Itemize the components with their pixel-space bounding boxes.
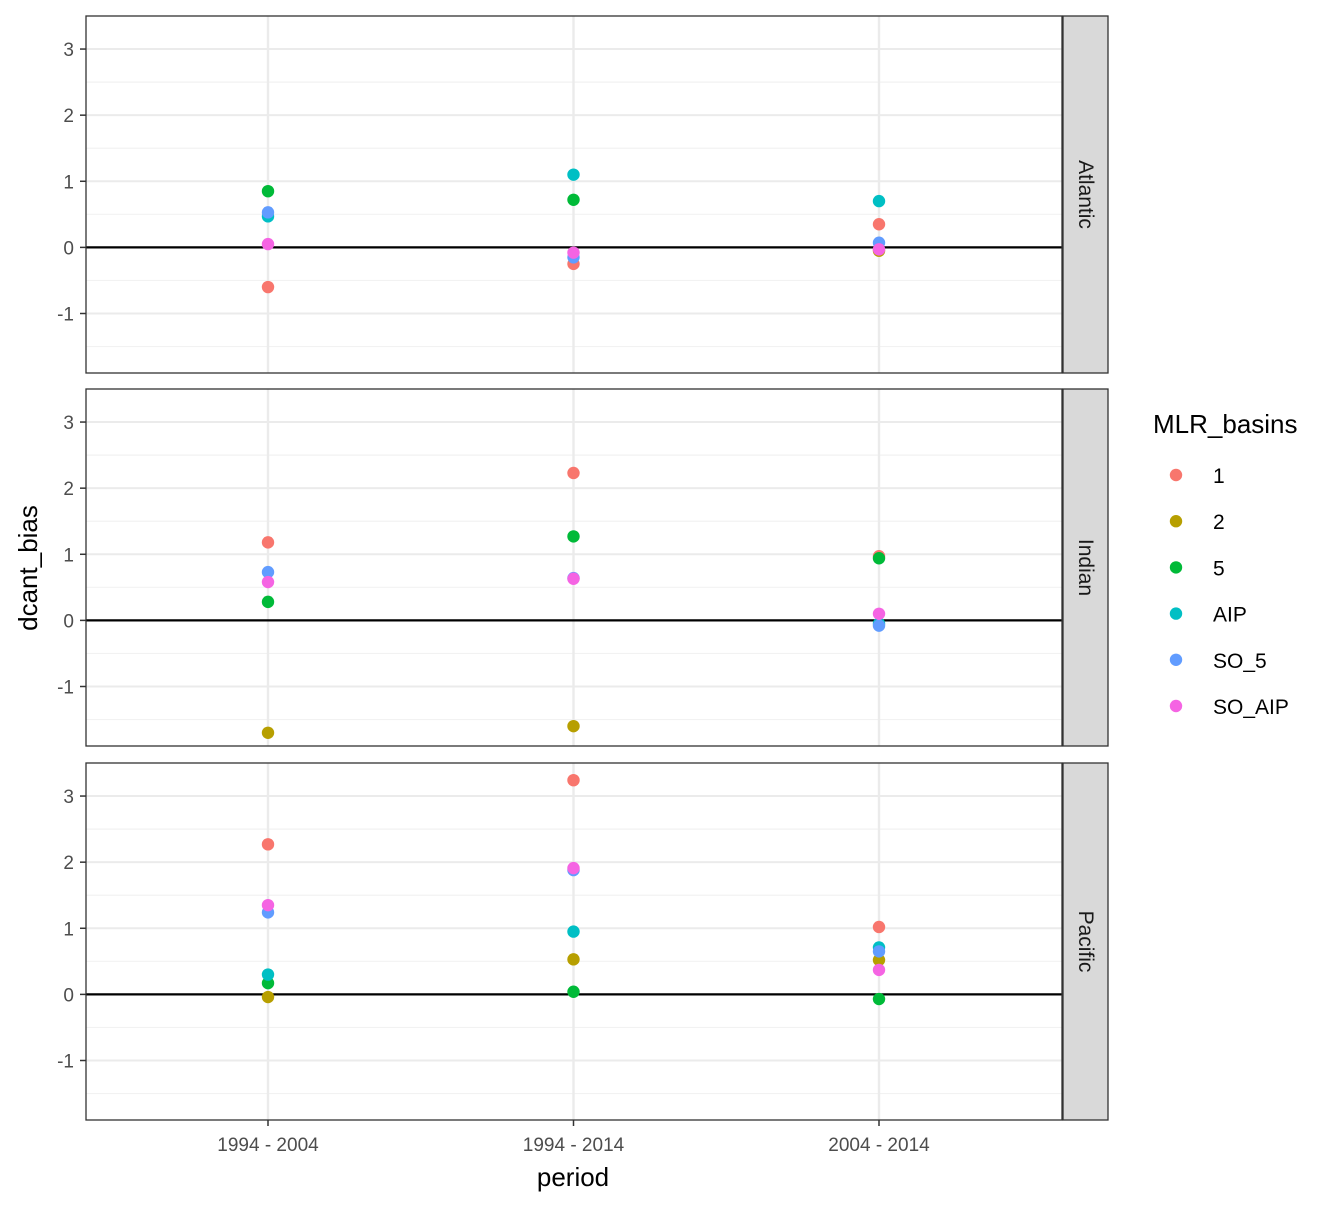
legend-title: MLR_basins xyxy=(1153,409,1298,439)
legend-label-1: 1 xyxy=(1213,465,1225,488)
data-point-so-5 xyxy=(261,206,275,219)
data-point-5 xyxy=(261,595,275,609)
data-point-aip xyxy=(261,968,275,981)
y-tick-label: -1 xyxy=(57,305,74,326)
data-point-2 xyxy=(261,726,275,739)
data-point-5 xyxy=(567,530,580,543)
data-point-so-aip xyxy=(567,572,580,585)
data-point-1 xyxy=(567,466,580,480)
legend-label-so-5: SO_5 xyxy=(1213,650,1267,673)
data-point-5 xyxy=(261,976,275,990)
y-tick-label: 0 xyxy=(63,611,74,632)
legend-key-so-aip xyxy=(1169,699,1183,713)
facet-strip xyxy=(1062,15,1109,374)
y-tick-label: 3 xyxy=(63,40,74,61)
legend-label-2: 2 xyxy=(1213,511,1225,534)
data-point-2 xyxy=(567,719,580,733)
data-point-1 xyxy=(567,773,580,787)
data-point-aip xyxy=(567,168,580,181)
data-point-5 xyxy=(567,985,580,998)
data-point-aip xyxy=(872,194,886,208)
data-point-1 xyxy=(872,218,886,231)
y-tick-label: 3 xyxy=(63,787,74,808)
x-axis: 1994 - 2004 1994 - 2014 2004 - 2014 xyxy=(217,1120,930,1156)
data-point-1 xyxy=(872,920,886,934)
data-point-so-aip xyxy=(261,898,275,912)
y-tick-label: 1 xyxy=(63,919,74,940)
data-point-2 xyxy=(567,953,580,966)
panel-atlantic: -1 0 1 2 3 Atlantic xyxy=(57,15,1109,374)
y-tick-label: 1 xyxy=(63,545,74,566)
data-point-aip xyxy=(567,925,580,938)
y-tick-label: 2 xyxy=(63,479,74,500)
x-axis-title: period xyxy=(537,1162,609,1192)
data-point-2 xyxy=(872,953,886,967)
panel-indian: -1 0 1 2 3 Indian xyxy=(57,388,1109,747)
data-point-so-aip xyxy=(261,237,275,251)
y-tick-label: -1 xyxy=(57,678,74,699)
y-tick-label: -1 xyxy=(57,1052,74,1073)
y-tick-label: 0 xyxy=(63,238,74,259)
data-point-so-aip xyxy=(872,963,886,977)
data-point-5 xyxy=(872,992,886,1006)
legend-key-so-5 xyxy=(1169,653,1183,666)
y-axis-title: dcant_bias xyxy=(13,505,43,631)
y-tick-label: 1 xyxy=(63,172,74,193)
facet-strip xyxy=(1062,388,1109,747)
data-point-5 xyxy=(567,193,580,206)
y-tick-label: 2 xyxy=(63,106,74,127)
data-point-so-5 xyxy=(872,619,886,632)
data-point-so-5 xyxy=(261,565,275,579)
data-point-1 xyxy=(261,536,275,549)
x-tick-label: 2004 - 2014 xyxy=(828,1135,930,1156)
legend-label-aip: AIP xyxy=(1213,604,1247,627)
data-point-5 xyxy=(872,552,886,565)
data-point-so-aip xyxy=(567,246,580,259)
legend-label-5: 5 xyxy=(1213,557,1225,580)
legend-label-so-aip: SO_AIP xyxy=(1213,696,1289,719)
data-point-so-aip xyxy=(872,243,886,256)
legend-key-1 xyxy=(1169,468,1183,482)
legend: MLR_basins 1 2 5 AIP SO_5 SO_AIP xyxy=(1153,409,1298,719)
data-point-5 xyxy=(261,184,275,198)
y-tick-label: 0 xyxy=(63,985,74,1006)
data-point-1 xyxy=(261,280,275,294)
facet-strip-label: Pacific xyxy=(1074,911,1097,973)
facet-strip-label: Atlantic xyxy=(1074,160,1097,229)
y-tick-label: 2 xyxy=(63,853,74,874)
data-point-so-5 xyxy=(872,945,886,958)
x-tick-label: 1994 - 2014 xyxy=(523,1135,625,1156)
data-point-1 xyxy=(261,838,275,851)
data-point-so-aip xyxy=(872,607,886,620)
panel-pacific: -1 0 1 2 3 Pacific xyxy=(57,762,1109,1121)
panel-border xyxy=(85,15,1063,374)
y-tick-label: 3 xyxy=(63,413,74,434)
panel-border xyxy=(85,388,1063,747)
data-point-2 xyxy=(261,990,275,1004)
data-point-so-aip xyxy=(261,575,275,589)
facet-strip xyxy=(1062,762,1109,1121)
legend-key-2 xyxy=(1169,515,1183,528)
panels: -1 0 1 2 3 Atlantic -1 0 1 2 3 Indian -1 0 1 2 3 Pacific xyxy=(57,15,1109,1121)
legend-key-5 xyxy=(1169,561,1183,574)
x-tick-label: 1994 - 2004 xyxy=(217,1135,319,1156)
facet-strip-label: Indian xyxy=(1074,539,1097,596)
legend-key-aip xyxy=(1169,607,1183,620)
data-point-so-aip xyxy=(567,861,580,875)
